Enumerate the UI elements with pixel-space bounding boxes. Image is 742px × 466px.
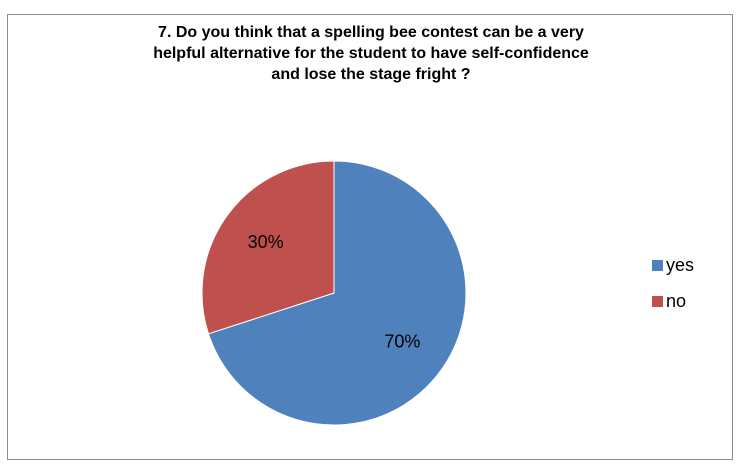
legend: yes no [652,255,732,327]
pie-slice-yes [207,160,467,426]
chart-title-line-2: helpful alternative for the student to h… [153,45,589,62]
legend-item-yes: yes [652,255,732,276]
legend-item-no: no [652,291,732,312]
pie-data-label-yes: 70% [384,331,420,351]
legend-label-no: no [666,291,687,311]
chart-title-line-1: 7. Do you think that a spelling bee cont… [158,24,584,41]
pie-data-labels: 70% 30% [248,232,421,351]
legend-swatch-yes [652,260,663,271]
legend-swatch-no [652,296,663,307]
legend-label-yes: yes [666,255,695,275]
chart-title: 7. Do you think that a spelling bee cont… [0,22,742,85]
pie-slice-no [201,160,335,335]
chart-title-line-3: and lose the stage fright ? [271,66,471,83]
pie-slices [201,160,467,426]
pie-data-label-no: 30% [248,232,284,252]
